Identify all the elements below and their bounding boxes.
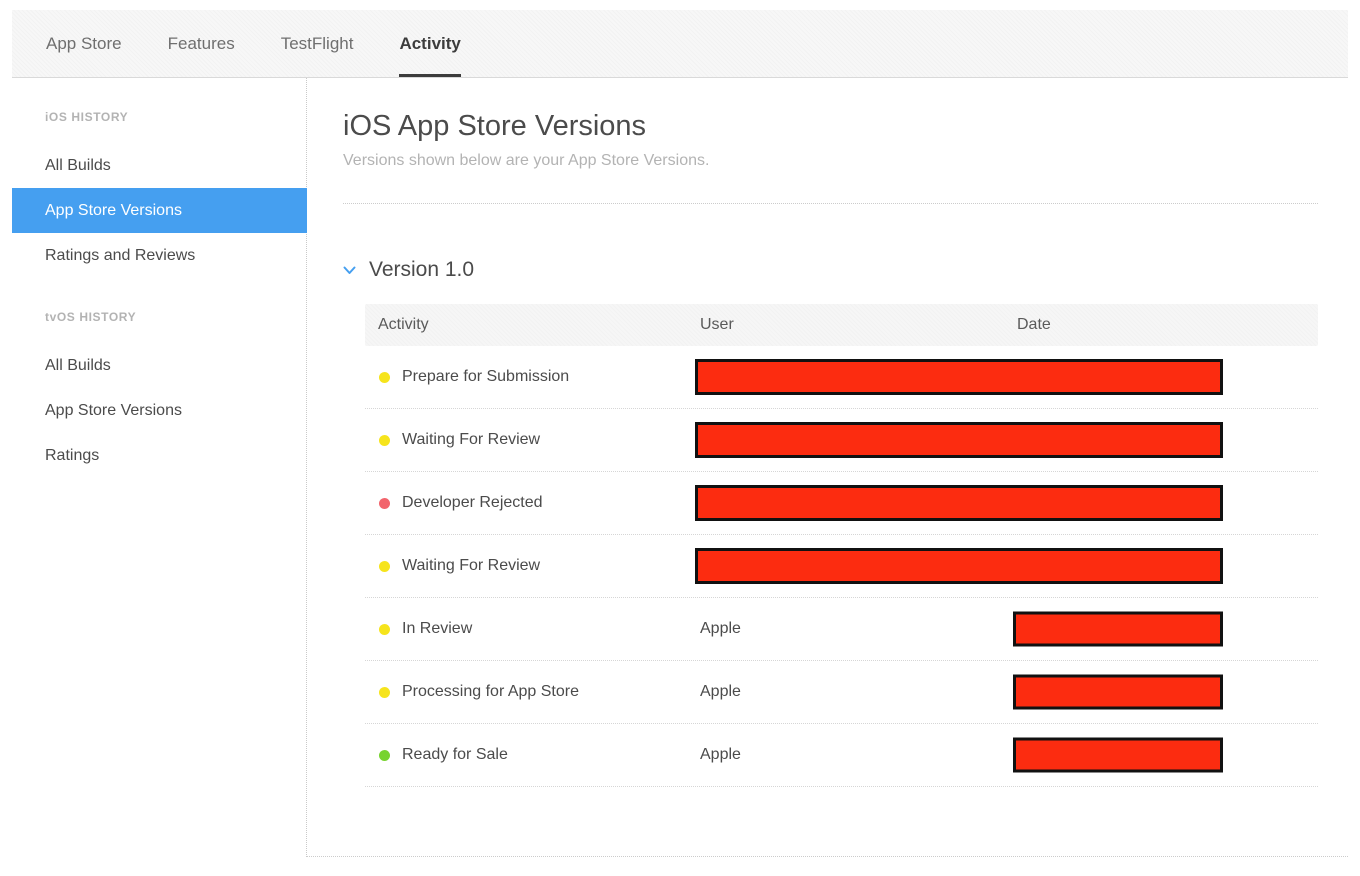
sidebar-item-label: Ratings and Reviews [45, 246, 196, 264]
activity-cell: Ready for Sale [365, 746, 700, 764]
activity-label: In Review [402, 620, 473, 637]
tab-testflight[interactable]: TestFlight [281, 10, 354, 77]
status-dot-green [379, 749, 390, 761]
chevron-down-icon[interactable] [343, 266, 356, 275]
user-cell: Apple [700, 683, 741, 700]
redaction-box [1013, 611, 1223, 647]
sidebar-item-label: All Builds [45, 156, 111, 174]
tab-label: TestFlight [280, 33, 354, 53]
sidebar-section-ios: All Builds App Store Versions Ratings an… [0, 143, 307, 278]
activity-label: Waiting For Review [402, 431, 541, 448]
redaction-box [1013, 674, 1223, 710]
page-subtitle: Versions shown below are your App Store … [343, 152, 710, 169]
version-title: Version 1.0 [369, 258, 475, 281]
sidebar-section-heading-ios-history: iOS HISTORY [45, 110, 129, 124]
user-cell: Apple [700, 746, 741, 763]
sidebar-item-app-store-versions[interactable]: App Store Versions [12, 188, 307, 233]
redaction-box [695, 485, 1223, 521]
status-dot-yellow [379, 560, 390, 572]
activity-label: Processing for App Store [402, 683, 579, 700]
column-header-user: User [700, 316, 734, 333]
sidebar-section-heading-tvos-history: tvOS HISTORY [45, 310, 137, 324]
tab-app-store[interactable]: App Store [46, 10, 122, 77]
redaction-box [1013, 737, 1223, 773]
sidebar-item-label: App Store Versions [45, 401, 182, 419]
version-section-toggle[interactable]: Version 1.0 [343, 258, 1318, 282]
sidebar-item-label: Ratings [45, 446, 100, 464]
activity-cell: Waiting For Review [365, 557, 700, 575]
status-dot-red [379, 497, 390, 509]
tab-label: Activity [399, 33, 461, 53]
user-cell: Apple [700, 620, 741, 637]
sidebar: iOS HISTORY All Builds App Store Version… [0, 78, 307, 857]
activity-cell: Developer Rejected [365, 494, 700, 512]
sidebar-section-tvos: All Builds App Store Versions Ratings [0, 343, 306, 478]
sidebar-item-tvos-all-builds[interactable]: All Builds [0, 343, 306, 388]
sidebar-item-tvos-app-store-versions[interactable]: App Store Versions [0, 388, 306, 433]
status-dot-yellow [379, 371, 390, 383]
sidebar-item-all-builds[interactable]: All Builds [0, 143, 306, 188]
status-dot-yellow [379, 434, 390, 446]
sidebar-item-label: App Store Versions [45, 201, 182, 219]
table-row: Ready for Sale Apple [365, 724, 1318, 787]
tab-activity[interactable]: Activity [399, 10, 461, 77]
sidebar-item-label: All Builds [45, 356, 111, 374]
tab-label: Features [167, 33, 235, 53]
redaction-box [695, 548, 1223, 584]
sidebar-item-tvos-ratings[interactable]: Ratings [0, 433, 306, 478]
table-row: Waiting For Review [365, 535, 1318, 598]
activity-cell: Processing for App Store [365, 683, 700, 701]
activity-label: Ready for Sale [402, 746, 508, 763]
activity-label: Waiting For Review [402, 557, 541, 574]
content-bottom-divider [307, 856, 1348, 857]
table-row: Developer Rejected [365, 472, 1318, 535]
activity-table: Activity User Date Prepare for Submissio… [365, 304, 1318, 787]
redaction-box [695, 359, 1223, 395]
column-header-activity: Activity [378, 316, 429, 333]
table-row: In Review Apple [365, 598, 1318, 661]
table-row: Waiting For Review [365, 409, 1318, 472]
activity-label: Developer Rejected [402, 494, 543, 511]
sidebar-item-ratings-and-reviews[interactable]: Ratings and Reviews [0, 233, 306, 278]
divider [343, 203, 1318, 204]
status-dot-yellow [379, 623, 390, 635]
table-header: Activity User Date [365, 304, 1318, 346]
activity-label: Prepare for Submission [402, 368, 570, 385]
main-content: iOS App Store Versions Versions shown be… [343, 78, 1318, 787]
column-header-date: Date [1017, 316, 1051, 333]
status-dot-yellow [379, 686, 390, 698]
top-navigation: App Store Features TestFlight Activity [12, 10, 1348, 78]
page-title: iOS App Store Versions [343, 110, 647, 142]
redaction-box [695, 422, 1223, 458]
tab-features[interactable]: Features [168, 10, 235, 77]
activity-cell: Waiting For Review [365, 431, 700, 449]
activity-cell: In Review [365, 620, 700, 638]
tab-label: App Store [46, 33, 122, 53]
table-row: Processing for App Store Apple [365, 661, 1318, 724]
activity-cell: Prepare for Submission [365, 368, 700, 386]
table-row: Prepare for Submission [365, 346, 1318, 409]
